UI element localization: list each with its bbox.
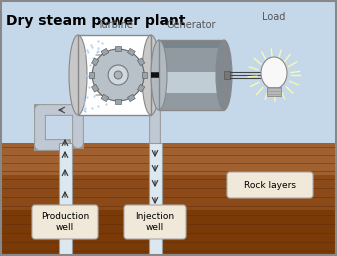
Bar bbox=[1, 1, 336, 143]
Bar bbox=[149, 143, 162, 255]
Text: Dry steam power plant: Dry steam power plant bbox=[6, 14, 185, 28]
Bar bbox=[159, 40, 224, 110]
Text: Production
well: Production well bbox=[41, 212, 89, 232]
Circle shape bbox=[114, 71, 122, 79]
Bar bbox=[59, 143, 72, 255]
Ellipse shape bbox=[69, 35, 87, 115]
Text: Rock layers: Rock layers bbox=[244, 180, 296, 189]
Bar bbox=[1, 143, 336, 175]
Bar bbox=[159, 40, 224, 48]
Ellipse shape bbox=[151, 40, 167, 110]
FancyArrow shape bbox=[89, 72, 94, 78]
Bar bbox=[224, 71, 230, 79]
Bar bbox=[159, 40, 224, 110]
Circle shape bbox=[108, 65, 128, 85]
Bar bbox=[1, 210, 336, 255]
Ellipse shape bbox=[261, 57, 287, 89]
FancyArrow shape bbox=[92, 58, 99, 66]
Ellipse shape bbox=[216, 40, 232, 110]
Ellipse shape bbox=[142, 35, 160, 115]
FancyArrow shape bbox=[92, 84, 99, 92]
Bar bbox=[78, 35, 151, 115]
FancyArrow shape bbox=[127, 48, 135, 56]
FancyBboxPatch shape bbox=[124, 205, 186, 239]
Text: Injection
well: Injection well bbox=[135, 212, 175, 232]
Text: Turbine: Turbine bbox=[97, 20, 132, 30]
FancyArrow shape bbox=[115, 46, 121, 51]
Text: Generator: Generator bbox=[167, 20, 216, 30]
FancyArrow shape bbox=[137, 84, 145, 92]
FancyArrow shape bbox=[142, 72, 147, 78]
FancyBboxPatch shape bbox=[227, 172, 313, 198]
FancyBboxPatch shape bbox=[32, 205, 98, 239]
FancyArrow shape bbox=[101, 48, 109, 56]
FancyArrow shape bbox=[115, 99, 121, 104]
FancyArrow shape bbox=[127, 94, 135, 102]
Bar bbox=[1, 175, 336, 210]
FancyArrow shape bbox=[137, 58, 145, 66]
Bar bbox=[78, 35, 151, 115]
Circle shape bbox=[92, 49, 144, 101]
Bar bbox=[267, 87, 281, 96]
FancyArrow shape bbox=[101, 94, 109, 102]
Bar bbox=[159, 71, 224, 92]
Text: Load: Load bbox=[262, 12, 286, 22]
